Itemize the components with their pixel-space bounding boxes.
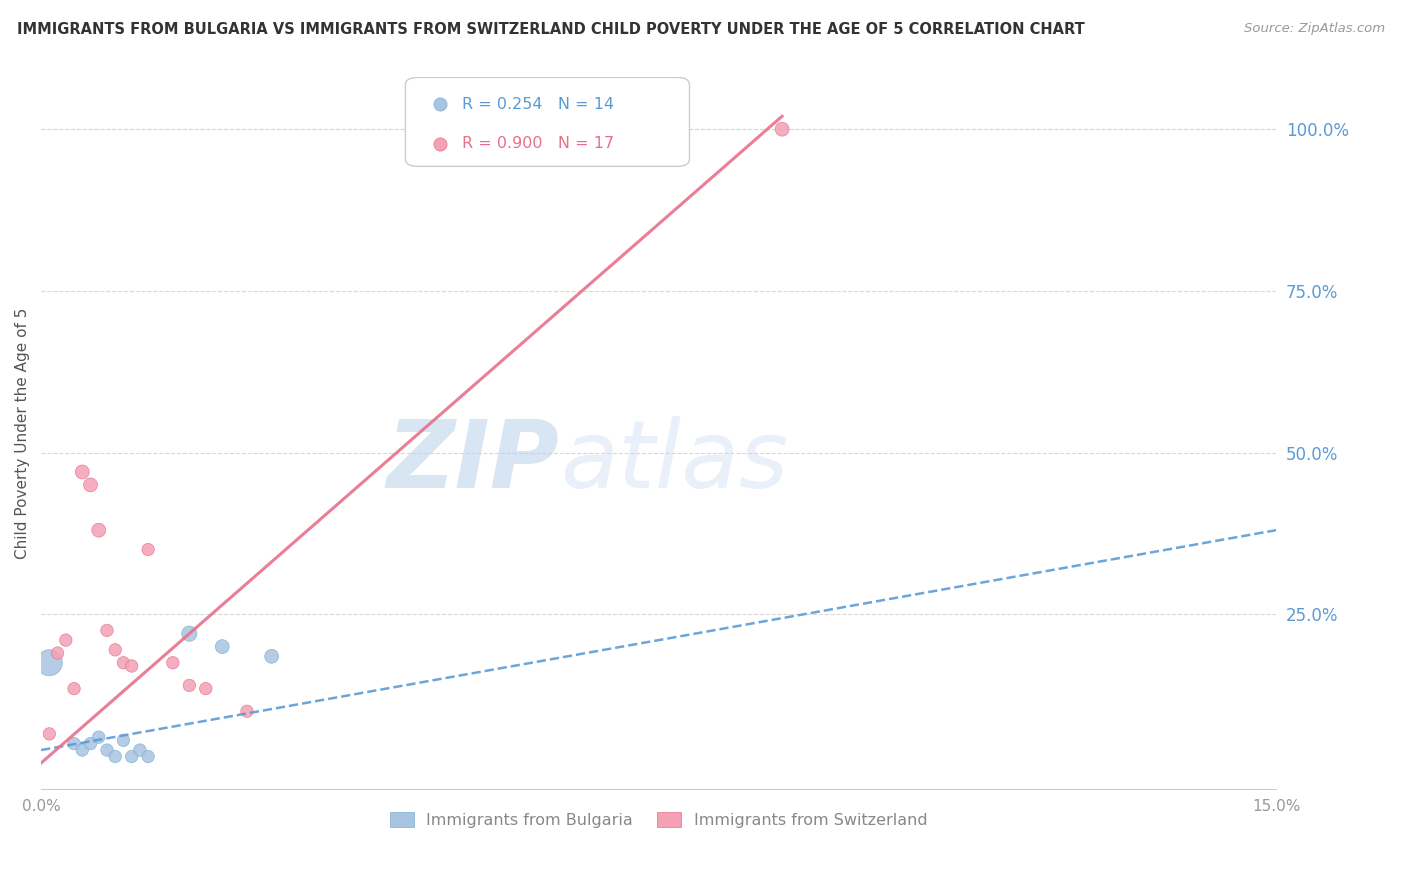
Point [38, 656, 60, 670]
Text: IMMIGRANTS FROM BULGARIA VS IMMIGRANTS FROM SWITZERLAND CHILD POVERTY UNDER THE : IMMIGRANTS FROM BULGARIA VS IMMIGRANTS F… [17, 22, 1084, 37]
Point [260, 649, 283, 664]
Point [72, 465, 94, 479]
Legend: Immigrants from Bulgaria, Immigrants from Switzerland: Immigrants from Bulgaria, Immigrants fro… [384, 805, 934, 834]
Point [38, 727, 60, 741]
Point [236, 704, 259, 718]
Point [104, 642, 127, 657]
Y-axis label: Child Poverty Under the Age of 5: Child Poverty Under the Age of 5 [15, 308, 30, 559]
Point [211, 640, 233, 654]
Point [179, 678, 201, 692]
Text: ZIP: ZIP [387, 416, 560, 508]
Point [96, 624, 118, 638]
Text: R = 0.900   N = 17: R = 0.900 N = 17 [463, 136, 614, 151]
Point [96, 743, 118, 757]
Point [72, 743, 94, 757]
Point [129, 743, 152, 757]
Point [770, 122, 793, 136]
Point [79, 478, 101, 492]
Point [136, 542, 159, 557]
Point [162, 656, 184, 670]
Point [87, 523, 110, 537]
Point [112, 656, 135, 670]
Point [79, 737, 101, 751]
Point [121, 659, 143, 673]
Point [46, 646, 69, 660]
Text: Source: ZipAtlas.com: Source: ZipAtlas.com [1244, 22, 1385, 36]
Point [121, 749, 143, 764]
FancyBboxPatch shape [405, 78, 689, 167]
Point [112, 733, 135, 747]
Text: atlas: atlas [560, 416, 787, 508]
Point [194, 681, 217, 696]
Text: R = 0.254   N = 14: R = 0.254 N = 14 [463, 97, 614, 112]
Point [63, 737, 86, 751]
Point [136, 749, 159, 764]
Point [87, 730, 110, 744]
Point [104, 749, 127, 764]
Point [179, 626, 201, 640]
Point [63, 681, 86, 696]
Point [55, 633, 77, 648]
